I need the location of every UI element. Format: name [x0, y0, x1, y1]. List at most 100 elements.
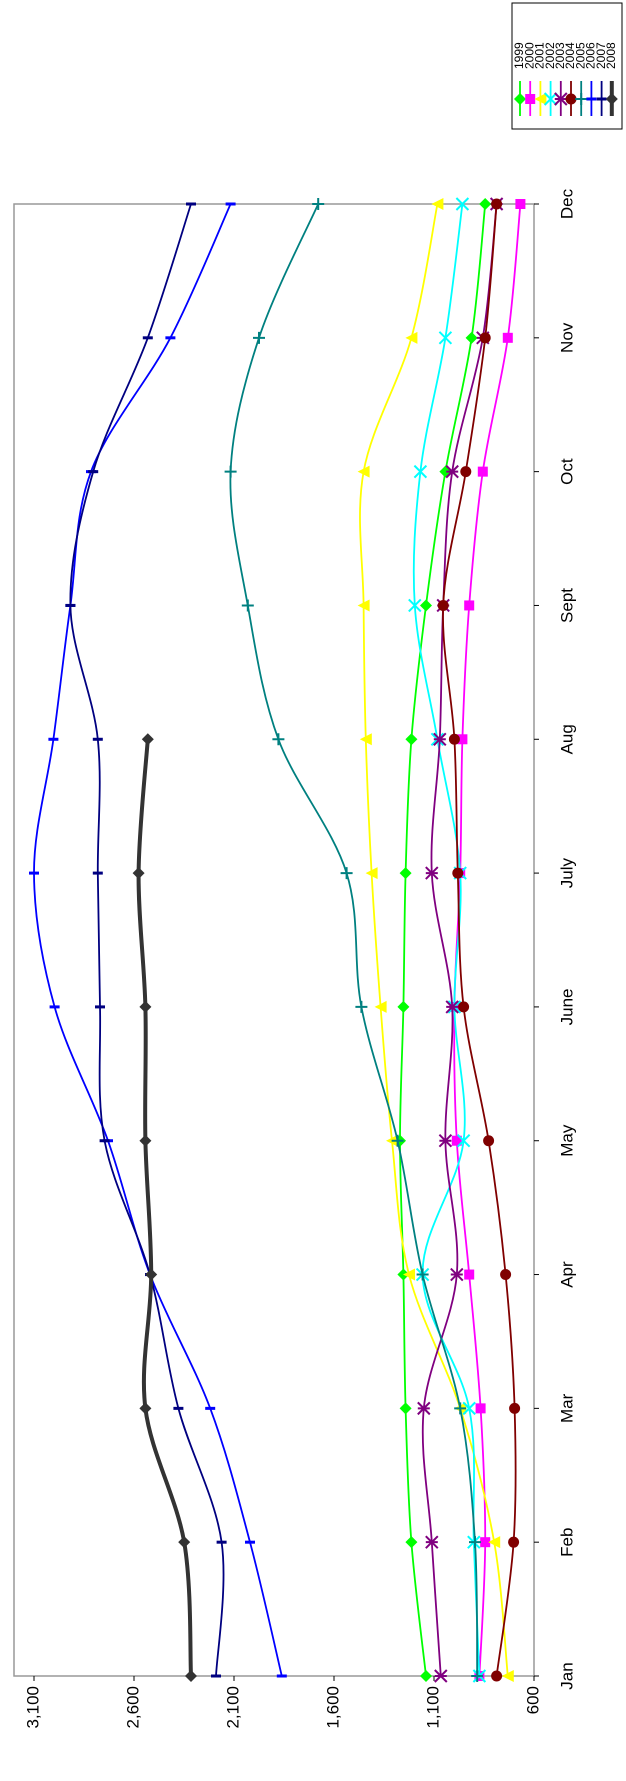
marker: [460, 466, 472, 478]
marker: [405, 331, 418, 344]
marker: [425, 866, 439, 880]
marker: [357, 599, 370, 612]
marker: [417, 1401, 431, 1416]
y-tick-label: 2,100: [223, 1686, 242, 1729]
marker: [554, 92, 568, 106]
marker: [139, 1000, 152, 1013]
marker: [413, 464, 428, 479]
marker: [434, 1669, 448, 1683]
series-line: [453, 203, 522, 1677]
x-tick-label: Sept: [557, 588, 576, 623]
marker: [437, 599, 449, 611]
x-tick-label: Dec: [557, 188, 576, 219]
marker: [475, 1403, 486, 1414]
marker: [405, 733, 418, 746]
marker: [224, 465, 237, 478]
legend-label: 2007: [594, 42, 608, 69]
y-tick-label: 600: [523, 1686, 542, 1714]
marker: [272, 733, 285, 746]
marker: [365, 867, 378, 880]
marker: [139, 1402, 152, 1415]
marker: [355, 1000, 368, 1013]
legend-label: 1999: [512, 42, 526, 69]
x-tick-label: Mar: [557, 1393, 576, 1423]
marker: [445, 1000, 459, 1014]
marker: [483, 1135, 495, 1147]
legend-label: 2004: [563, 42, 577, 69]
marker: [509, 1402, 521, 1414]
marker: [480, 1537, 491, 1548]
marker: [457, 734, 468, 745]
y-tick-label: 1,600: [323, 1686, 342, 1729]
marker: [132, 867, 145, 880]
marker: [488, 1536, 501, 1549]
marker: [399, 867, 412, 880]
x-tick-label: June: [557, 988, 576, 1025]
marker: [445, 464, 459, 479]
marker: [500, 1269, 512, 1281]
marker: [452, 867, 464, 879]
x-tick-label: Aug: [557, 724, 576, 754]
marker: [312, 198, 325, 210]
marker: [340, 867, 353, 880]
x-tick-label: Apr: [557, 1261, 576, 1288]
series-line: [442, 203, 517, 1677]
marker: [502, 332, 513, 343]
marker: [575, 93, 588, 105]
marker: [565, 93, 577, 105]
marker: [145, 1268, 158, 1281]
legend-label: 2003: [553, 42, 567, 69]
x-tick-label: Oct: [557, 458, 576, 485]
legend-label: 2008: [604, 42, 618, 69]
marker: [464, 1269, 475, 1280]
marker: [514, 93, 526, 105]
marker: [359, 733, 372, 746]
marker: [403, 1268, 415, 1281]
marker: [420, 1670, 432, 1682]
x-tick-label: July: [557, 857, 576, 888]
legend-label: 2001: [533, 42, 547, 69]
marker: [141, 733, 154, 746]
marker: [431, 198, 444, 210]
marker: [438, 331, 453, 345]
marker: [425, 1535, 439, 1549]
x-tick-label: Jan: [557, 1662, 576, 1689]
marker: [462, 1401, 476, 1416]
series-line: [229, 203, 479, 1677]
series-line: [399, 203, 487, 1677]
marker: [448, 733, 460, 745]
legend-label: 2006: [584, 42, 598, 69]
series-line: [136, 739, 193, 1677]
series-line: [421, 203, 498, 1677]
marker: [525, 94, 536, 104]
plot-frame: [13, 203, 535, 1677]
marker: [479, 198, 492, 210]
marker: [438, 1134, 453, 1148]
marker: [477, 466, 488, 477]
marker: [534, 93, 547, 105]
marker: [253, 331, 265, 344]
marker: [185, 1670, 197, 1682]
marker: [397, 1000, 410, 1013]
marker: [479, 332, 491, 344]
marker: [465, 331, 478, 344]
legend-label: 2000: [522, 42, 536, 69]
marker: [399, 1402, 412, 1415]
marker: [178, 1536, 191, 1549]
marker: [357, 465, 370, 478]
marker: [456, 1134, 471, 1148]
series-line: [359, 203, 509, 1677]
marker: [543, 92, 558, 106]
legend-label: 2005: [573, 42, 587, 69]
marker: [433, 732, 447, 746]
marker: [454, 1402, 467, 1415]
x-tick-label: Feb: [557, 1528, 576, 1557]
series-line: [33, 203, 283, 1677]
marker: [241, 599, 254, 612]
marker: [455, 197, 470, 211]
marker: [469, 1536, 481, 1549]
marker: [508, 1536, 520, 1548]
marker: [464, 600, 475, 611]
marker: [451, 1135, 462, 1146]
